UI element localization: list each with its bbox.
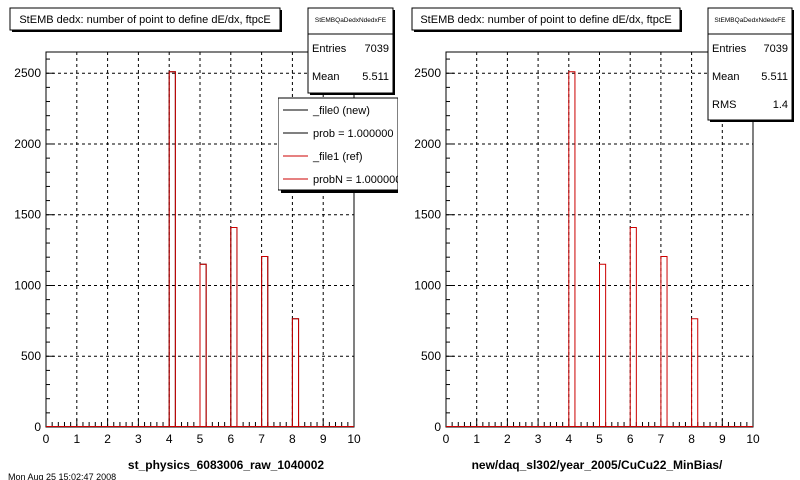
x-tick-label: 4 bbox=[166, 432, 173, 446]
y-tick-label: 1500 bbox=[14, 208, 41, 222]
x-tick-label: 5 bbox=[596, 432, 603, 446]
histogram-bar bbox=[230, 226, 238, 427]
histogram-bar bbox=[168, 71, 176, 427]
histogram-bar bbox=[261, 255, 269, 427]
stats-box bbox=[707, 7, 793, 121]
stats-value: 5.511 bbox=[362, 71, 389, 83]
x-axis-label: st_physics_6083006_raw_1040002 bbox=[128, 458, 324, 472]
x-tick-label: 7 bbox=[258, 432, 265, 446]
stats-value: 5.511 bbox=[761, 71, 788, 83]
stats-name: StEMBQaDedxNdedxFE bbox=[714, 17, 786, 24]
x-tick-label: 9 bbox=[719, 432, 726, 446]
stats-label: RMS bbox=[712, 99, 736, 111]
y-tick-label: 500 bbox=[421, 349, 441, 363]
x-tick-label: 10 bbox=[746, 432, 760, 446]
y-tick-label: 2500 bbox=[14, 66, 41, 80]
y-tick-label: 2000 bbox=[14, 137, 41, 151]
y-tick-label: 1500 bbox=[414, 208, 441, 222]
y-tick-label: 1000 bbox=[414, 278, 441, 292]
legend: _file0 (new) prob = 1.000000 _file1 (ref) p… bbox=[278, 97, 401, 193]
x-tick-label: 1 bbox=[473, 432, 480, 446]
title-box bbox=[9, 7, 281, 31]
x-tick-label: 1 bbox=[73, 432, 80, 446]
x-axis-label: new/daq_sl302/year_2005/CuCu22_MinBias/ bbox=[472, 458, 723, 472]
histogram-bar bbox=[291, 318, 300, 427]
x-tick-label: 9 bbox=[320, 432, 327, 446]
legend-label: prob = 1.000000 bbox=[313, 128, 393, 140]
x-tick-label: 6 bbox=[627, 432, 634, 446]
stats-name: StEMBQaDedxNdedxFE bbox=[315, 17, 387, 24]
x-tick-label: 3 bbox=[535, 432, 542, 446]
x-tick-label: 7 bbox=[658, 432, 665, 446]
histogram-bar bbox=[199, 263, 207, 427]
chart-panel-1: 0 1 2 3 4 5 6 7 8 9 10 0 500 1000 1500 2000 2500 st_physi… bbox=[9, 7, 401, 472]
stats-box bbox=[307, 7, 394, 94]
x-tick-label: 8 bbox=[289, 432, 296, 446]
x-tick-label: 8 bbox=[688, 432, 695, 446]
legend-box bbox=[278, 97, 398, 191]
chart-title: StEMB dedx: number of point to define dE… bbox=[420, 14, 671, 26]
x-tick-label: 5 bbox=[197, 432, 204, 446]
legend-label: _file1 (ref) bbox=[312, 151, 363, 163]
x-tick-label: 3 bbox=[135, 432, 142, 446]
x-tick-label: 0 bbox=[443, 432, 450, 446]
y-tick-label: 1000 bbox=[14, 278, 41, 292]
stats-value: 1.4 bbox=[773, 99, 788, 111]
histogram-bar bbox=[660, 255, 668, 427]
stats-label: Mean bbox=[312, 71, 340, 83]
histogram-bar bbox=[691, 318, 699, 427]
y-tick-label: 0 bbox=[434, 420, 441, 434]
histogram-bar bbox=[629, 226, 637, 427]
footer-timestamp: Mon Aug 25 15:02:47 2008 bbox=[8, 472, 116, 480]
stats-label: Entries bbox=[712, 43, 747, 55]
stats-label: Entries bbox=[312, 43, 347, 55]
legend-label: _file0 (new) bbox=[312, 105, 370, 117]
x-tick-label: 10 bbox=[347, 432, 361, 446]
x-tick-label: 6 bbox=[227, 432, 234, 446]
stats-value: 7039 bbox=[365, 43, 389, 55]
histogram-bar bbox=[599, 263, 607, 427]
title-box bbox=[411, 7, 681, 31]
legend-label: probN = 1.000000 bbox=[313, 174, 401, 186]
stats-value: 7039 bbox=[764, 43, 788, 55]
histogram-bar bbox=[568, 71, 576, 427]
y-tick-label: 0 bbox=[34, 420, 41, 434]
stats-label: Mean bbox=[712, 71, 740, 83]
y-tick-label: 2000 bbox=[414, 137, 441, 151]
chart-panel-2: 0 1 2 3 4 5 6 7 8 9 10 0 500 1000 1500 2000 2500 new/daq_… bbox=[411, 7, 794, 472]
y-tick-label: 500 bbox=[21, 349, 41, 363]
chart-title: StEMB dedx: number of point to define dE… bbox=[19, 14, 270, 26]
x-tick-label: 2 bbox=[104, 432, 111, 446]
x-tick-label: 2 bbox=[504, 432, 511, 446]
x-tick-label: 4 bbox=[565, 432, 572, 446]
y-tick-label: 2500 bbox=[414, 66, 441, 80]
x-tick-label: 0 bbox=[43, 432, 50, 446]
